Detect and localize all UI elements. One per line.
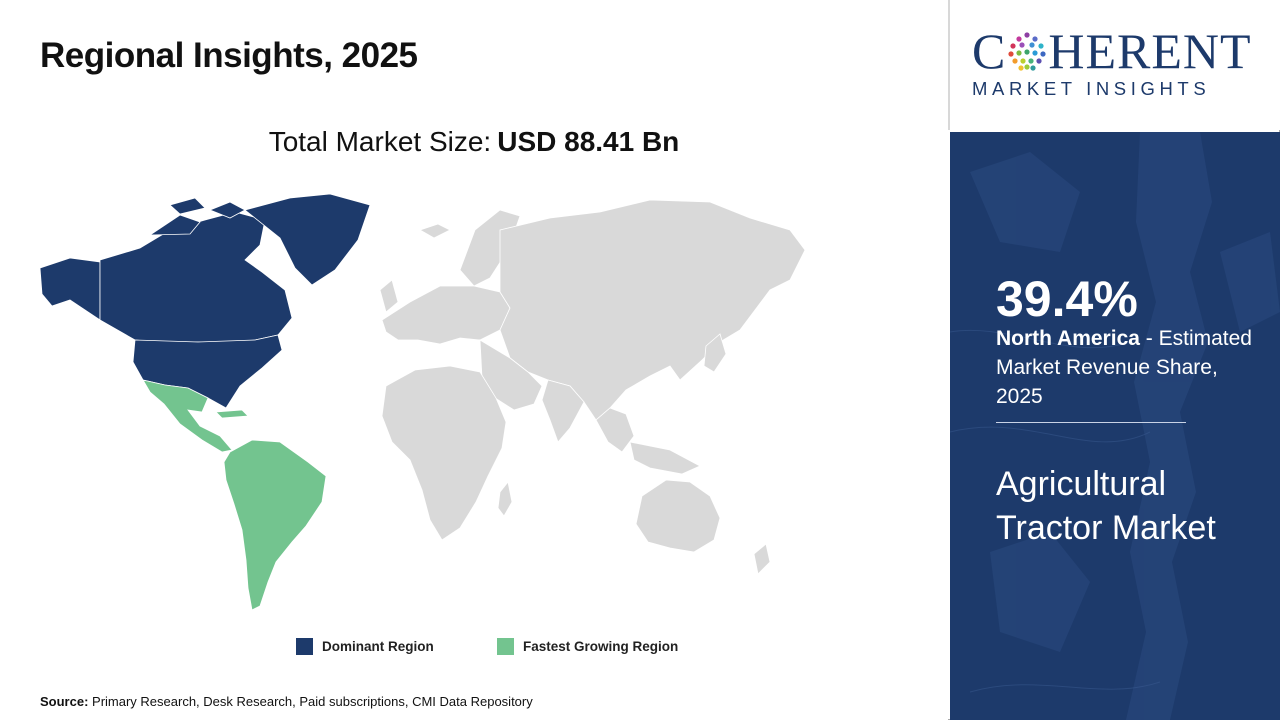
total-market-size: Total Market Size: USD 88.41 Bn bbox=[0, 126, 948, 158]
europe-shape bbox=[381, 285, 511, 345]
market-name: Agricultural Tractor Market bbox=[996, 465, 1216, 547]
page-title: Regional Insights, 2025 bbox=[40, 36, 418, 75]
india-shape bbox=[541, 379, 585, 443]
vertical-divider bbox=[948, 0, 950, 130]
highlight-panel: 39.4% North America - Estimated Market R… bbox=[950, 132, 1280, 720]
mexico-central-america-shape bbox=[142, 379, 233, 453]
legend-item-dominant: Dominant Region bbox=[296, 638, 434, 655]
legend-item-fastest: Fastest Growing Region bbox=[497, 638, 678, 655]
source-key: Source: bbox=[40, 694, 89, 709]
panel-divider bbox=[996, 422, 1186, 423]
share-value: 39.4% bbox=[996, 271, 1138, 327]
legend-swatch-dominant bbox=[296, 638, 313, 655]
logo-prefix: C bbox=[972, 23, 1007, 79]
legend-label-fastest: Fastest Growing Region bbox=[523, 639, 679, 654]
logo-tagline: MARKET INSIGHTS bbox=[972, 78, 1211, 99]
australia-shape bbox=[635, 479, 721, 553]
market-size-value: USD 88.41 Bn bbox=[497, 126, 680, 157]
region-rest-of-world bbox=[379, 199, 806, 575]
uk-shape bbox=[379, 279, 399, 313]
source-note: Source: Primary Research, Desk Research,… bbox=[40, 694, 533, 709]
greenland-shape bbox=[244, 193, 371, 286]
map-panel: Regional Insights, 2025 Total Market Siz… bbox=[0, 36, 948, 709]
southeast-asia-shape bbox=[595, 407, 701, 475]
japan-shape bbox=[703, 333, 727, 373]
caribbean-shape bbox=[215, 409, 249, 419]
world-map bbox=[30, 190, 830, 620]
map-legend: Dominant Region Fastest Growing Region bbox=[0, 638, 948, 660]
region-north-america bbox=[39, 193, 371, 409]
madagascar-shape bbox=[497, 481, 513, 517]
new-zealand-shape bbox=[753, 543, 771, 575]
canada-shape bbox=[99, 211, 293, 343]
logo-globe-icon bbox=[1008, 32, 1046, 71]
share-region: North America bbox=[996, 327, 1140, 350]
alaska-shape bbox=[39, 257, 101, 321]
share-description: North America - Estimated Market Revenue… bbox=[996, 324, 1266, 411]
legend-swatch-fastest bbox=[497, 638, 514, 655]
share-description-text: - Estimated Market Revenue Share, 2025 bbox=[996, 327, 1252, 408]
source-text: Primary Research, Desk Research, Paid su… bbox=[92, 694, 533, 709]
legend-label-dominant: Dominant Region bbox=[322, 639, 434, 654]
panel-texture-map bbox=[950, 132, 1280, 720]
africa-shape bbox=[381, 365, 507, 541]
logo-suffix: HERENT bbox=[1048, 23, 1252, 79]
region-latin-america bbox=[142, 379, 327, 611]
company-logo: C bbox=[950, 0, 1280, 130]
world-map-svg bbox=[39, 193, 806, 611]
logo-wordmark: C bbox=[972, 26, 1252, 76]
market-size-label: Total Market Size: bbox=[268, 126, 492, 157]
south-america-shape bbox=[223, 439, 327, 611]
iceland-shape bbox=[419, 223, 451, 239]
